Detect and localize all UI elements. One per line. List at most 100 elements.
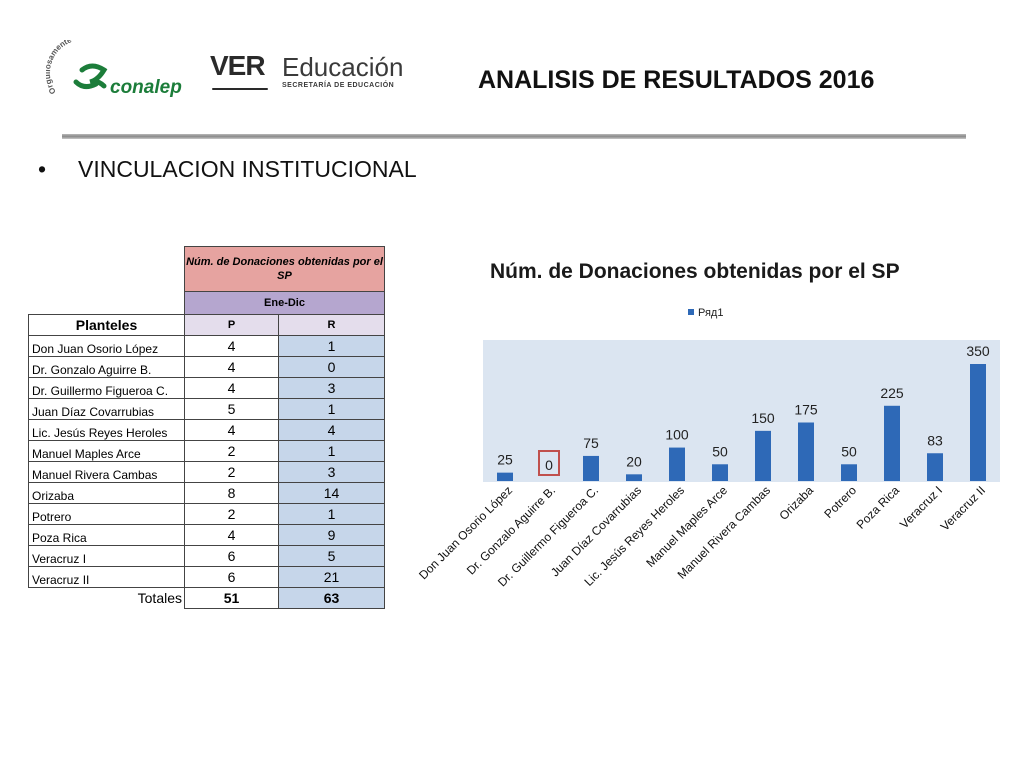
data-label: 83 [927, 432, 943, 448]
bar [626, 474, 642, 481]
table-row: Manuel Rivera Cambas 2 3 [28, 461, 385, 483]
table-row: Dr. Gonzalo Aguirre B. 4 0 [28, 356, 385, 378]
legend-swatch [688, 309, 694, 315]
title-divider [62, 134, 966, 139]
x-tick-label: Veracruz II [938, 483, 988, 533]
bar [669, 447, 685, 481]
data-label: 75 [583, 435, 599, 451]
table-row: Veracruz II 6 21 [28, 566, 385, 588]
bar [583, 455, 599, 481]
plantel-name: Poza Rica [28, 524, 185, 546]
data-label: 25 [497, 452, 513, 468]
section-heading: VINCULACION INSTITUCIONAL [78, 156, 417, 182]
value-p: 2 [184, 461, 279, 483]
plantel-name: Manuel Maples Arce [28, 440, 185, 462]
plantel-name: Manuel Rivera Cambas [28, 461, 185, 483]
totals-label: Totales [28, 587, 185, 609]
bar [884, 405, 900, 481]
x-tick-label: Potrero [821, 483, 859, 521]
table-header-row: Núm. de Donaciones obtenidas por el SP [29, 246, 385, 292]
bullet-icon: • [38, 156, 47, 182]
plantel-name: Orizaba [28, 482, 185, 504]
value-p: 2 [184, 503, 279, 525]
data-label: 150 [751, 410, 775, 426]
column-header-r: R [278, 314, 385, 336]
page-title: ANALISIS DE RESULTADOS 2016 [478, 66, 875, 94]
value-p: 8 [184, 482, 279, 504]
donations-table: Núm. de Donaciones obtenidas por el SP E… [28, 246, 385, 609]
bar [970, 364, 986, 481]
plantel-name: Lic. Jesús Reyes Heroles [28, 419, 185, 441]
value-r: 4 [278, 419, 385, 441]
table-main-header: Núm. de Donaciones obtenidas por el SP [184, 246, 385, 292]
table-row: Lic. Jesús Reyes Heroles 4 4 [28, 419, 385, 441]
table-row: Don Juan Osorio López 4 1 [28, 335, 385, 357]
plantel-name: Dr. Gonzalo Aguirre B. [28, 356, 185, 378]
data-label: 50 [841, 443, 857, 459]
chart-title: Núm. de Donaciones obtenidas por el SP [490, 260, 900, 283]
table-totals-row: Totales 51 63 [28, 587, 385, 609]
table-row: Poza Rica 4 9 [28, 524, 385, 546]
ver-logo-text: VER [210, 50, 266, 81]
ver-educacion-logo: VER Educación SECRETARÍA DE EDUCACIÓN [210, 50, 410, 100]
data-label: 20 [626, 453, 642, 469]
table-period-row: Ene-Dic [29, 291, 385, 315]
data-label: 225 [880, 385, 904, 401]
value-r: 14 [278, 482, 385, 504]
secretaria-logo-text: SECRETARÍA DE EDUCACIÓN [282, 82, 395, 89]
data-label: 350 [966, 343, 990, 359]
bar [755, 430, 771, 481]
bar [841, 464, 857, 481]
x-tick-label: Poza Rica [854, 483, 903, 532]
bar [497, 472, 513, 481]
conalep-name: conalep [110, 77, 182, 98]
plantel-name: Veracruz I [28, 545, 185, 567]
value-r: 5 [278, 545, 385, 567]
table-row: Orizaba 8 14 [28, 482, 385, 504]
data-label: 0 [545, 457, 553, 473]
educacion-logo-text: Educación [282, 52, 404, 82]
section-bullet: • VINCULACION INSTITUCIONAL [38, 156, 417, 183]
table-row: Dr. Guillermo Figueroa C. 4 3 [28, 377, 385, 399]
plantel-name: Don Juan Osorio López [28, 335, 185, 357]
value-r: 1 [278, 440, 385, 462]
plantel-name: Veracruz II [28, 566, 185, 588]
totals-p: 51 [184, 587, 279, 609]
data-label: 50 [712, 443, 728, 459]
value-p: 4 [184, 377, 279, 399]
value-r: 1 [278, 503, 385, 525]
conalep-logo: Orgullosamente conalep [44, 40, 194, 102]
table-row: Juan Díaz Covarrubias 5 1 [28, 398, 385, 420]
value-r: 3 [278, 377, 385, 399]
x-tick-label: Orizaba [777, 483, 817, 523]
conalep-arc-text: Orgullosamente [46, 40, 73, 96]
legend-label: Ряд1 [698, 307, 723, 319]
value-r: 21 [278, 566, 385, 588]
totals-r: 63 [278, 587, 385, 609]
conalep-emblem-icon: Orgullosamente [46, 40, 108, 96]
plantel-name: Dr. Guillermo Figueroa C. [28, 377, 185, 399]
value-p: 4 [184, 524, 279, 546]
data-label: 175 [794, 402, 818, 418]
table-period-header: Ene-Dic [184, 291, 385, 315]
column-header-p: P [184, 314, 279, 336]
value-p: 4 [184, 335, 279, 357]
plantel-name: Juan Díaz Covarrubias [28, 398, 185, 420]
data-label: 100 [665, 427, 689, 443]
table-row: Manuel Maples Arce 2 1 [28, 440, 385, 462]
value-p: 4 [184, 356, 279, 378]
value-p: 5 [184, 398, 279, 420]
bar [798, 422, 814, 481]
plot-area [483, 340, 1000, 482]
value-p: 6 [184, 545, 279, 567]
table-row: Potrero 2 1 [28, 503, 385, 525]
plantel-name: Potrero [28, 503, 185, 525]
value-r: 3 [278, 461, 385, 483]
svg-text:Orgullosamente: Orgullosamente [46, 40, 73, 96]
value-p: 6 [184, 566, 279, 588]
ver-logo-underline [212, 88, 268, 90]
value-r: 0 [278, 356, 385, 378]
value-p: 4 [184, 419, 279, 441]
